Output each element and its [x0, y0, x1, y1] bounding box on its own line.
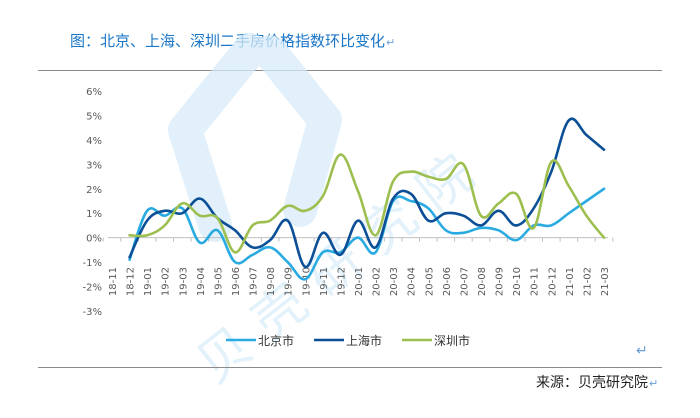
x-tick-label: 18-11 [108, 267, 119, 296]
series-line-3 [128, 153, 606, 254]
x-tick-label: 20-04 [407, 267, 418, 296]
y-tick-label: -3% [83, 307, 102, 318]
x-tick-label: 20-11 [530, 267, 541, 296]
x-tick-label: 20-10 [512, 267, 523, 296]
x-tick-label: 19-03 [178, 267, 189, 296]
x-tick-label: 19-10 [301, 267, 312, 296]
y-tick-label: 6% [86, 87, 102, 98]
legend-label-2: 上海市 [346, 333, 382, 348]
legend: 北京市 上海市 深圳市 [226, 333, 470, 348]
x-tick-label: 20-01 [354, 267, 365, 296]
x-tick-label: 19-09 [284, 267, 295, 296]
x-tick-label: 19-01 [143, 267, 154, 296]
series-layer [128, 117, 606, 281]
y-tick-label: 3% [86, 160, 102, 171]
series-line-2 [128, 117, 606, 269]
x-tick-label: 20-02 [372, 267, 383, 296]
top-divider [38, 70, 662, 71]
y-tick-label: -2% [83, 283, 102, 294]
series-line-1 [128, 187, 606, 281]
x-tick-label: 18-12 [126, 267, 137, 296]
x-tick-label: 21-01 [565, 267, 576, 296]
x-tick-label: 20-09 [495, 267, 506, 296]
x-tick-label: 19-04 [196, 267, 207, 296]
legend-label-1: 北京市 [258, 333, 294, 348]
y-tick-label: 0% [86, 234, 102, 245]
x-tick-label: 20-12 [547, 267, 558, 296]
x-tick-label: 19-11 [319, 267, 330, 296]
y-axis-labels: -3% -2% -1% 0% 1% 2% 3% 4% 5% 6% [83, 87, 102, 318]
y-tick-label: 4% [86, 136, 102, 147]
x-tick-label: 19-06 [231, 267, 242, 296]
x-tick-label: 19-05 [213, 267, 224, 296]
y-tick-label: 2% [86, 185, 102, 196]
source-return-mark-icon: ↵ [649, 377, 659, 390]
x-tick-label: 19-02 [161, 267, 172, 296]
x-tick-label: 21-03 [600, 267, 611, 296]
return-mark-icon: ↵ [386, 36, 396, 49]
y-tick-label: 1% [86, 209, 102, 220]
y-tick-label: -1% [83, 258, 102, 269]
y-tick-label: 5% [86, 111, 102, 122]
x-tick-label: 20-08 [477, 267, 488, 296]
x-tick-label: 19-12 [336, 267, 347, 296]
x-tick-label: 20-03 [389, 267, 400, 296]
x-axis-labels: 18-11 18-12 19-01 19-02 19-03 19-04 19-05 19-06… [108, 267, 611, 296]
paragraph-mark-icon: ↵ [636, 343, 648, 359]
source-text: 来源：贝壳研究院 [536, 375, 648, 391]
x-tick-label: 20-06 [442, 267, 453, 296]
bottom-divider [38, 367, 662, 368]
x-tick-label: 20-07 [459, 267, 470, 296]
legend-label-3: 深圳市 [434, 333, 470, 348]
x-tick-label: 21-02 [582, 267, 593, 296]
source-note: 来源：贝壳研究院↵ [536, 372, 658, 392]
x-tick-label: 19-07 [249, 267, 260, 296]
x-tick-label: 19-08 [266, 267, 277, 296]
x-tick-label: 20-05 [424, 267, 435, 296]
